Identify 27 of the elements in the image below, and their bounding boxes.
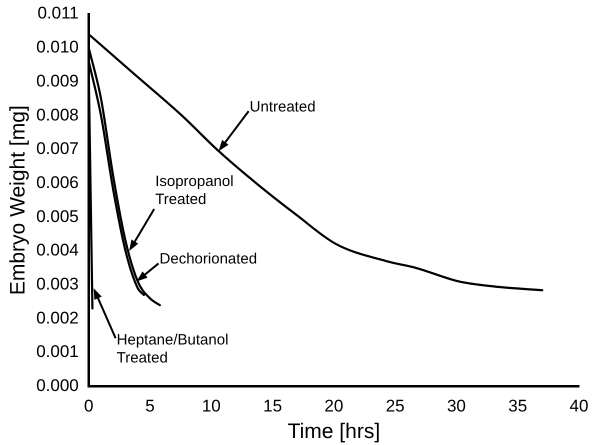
x-tick-label: 40 [570,396,588,416]
y-tick-label: 0.002 [36,308,79,328]
y-tick-label: 0.000 [36,376,79,396]
x-tick-label: 10 [202,396,221,416]
x-tick-label: 15 [263,396,282,416]
y-tick-label: 0.003 [36,274,79,294]
x-tick-label: 5 [145,396,155,416]
annotation: Untreated [250,98,316,116]
x-tick-label: 25 [386,396,405,416]
x-tick-label: 0 [84,396,94,416]
y-axis-title: Embryo Weight [mg] [6,105,30,296]
y-tick-label: 0.008 [36,105,79,124]
x-tick-label: 20 [324,396,344,416]
y-tick-label: 0.007 [36,139,79,158]
y-tick-label: 0.001 [36,342,79,362]
y-tick-label: 0.009 [36,71,79,90]
x-axis-title: Time [hrs] [288,420,380,444]
annotation: Dechorionated [160,250,258,268]
x-tick-label: 30 [446,396,466,416]
y-tick-label: 0.010 [36,38,79,57]
annotation: Isopropanol Treated [155,173,234,208]
x-tick-label: 35 [508,396,528,416]
y-tick-label: 0.006 [36,172,79,192]
y-tick-label: 0.005 [36,206,79,226]
annotation: Heptane/Butanol Treated [116,331,228,366]
y-tick-label: 0.004 [36,240,79,260]
y-tick-label: 0.011 [37,4,79,23]
